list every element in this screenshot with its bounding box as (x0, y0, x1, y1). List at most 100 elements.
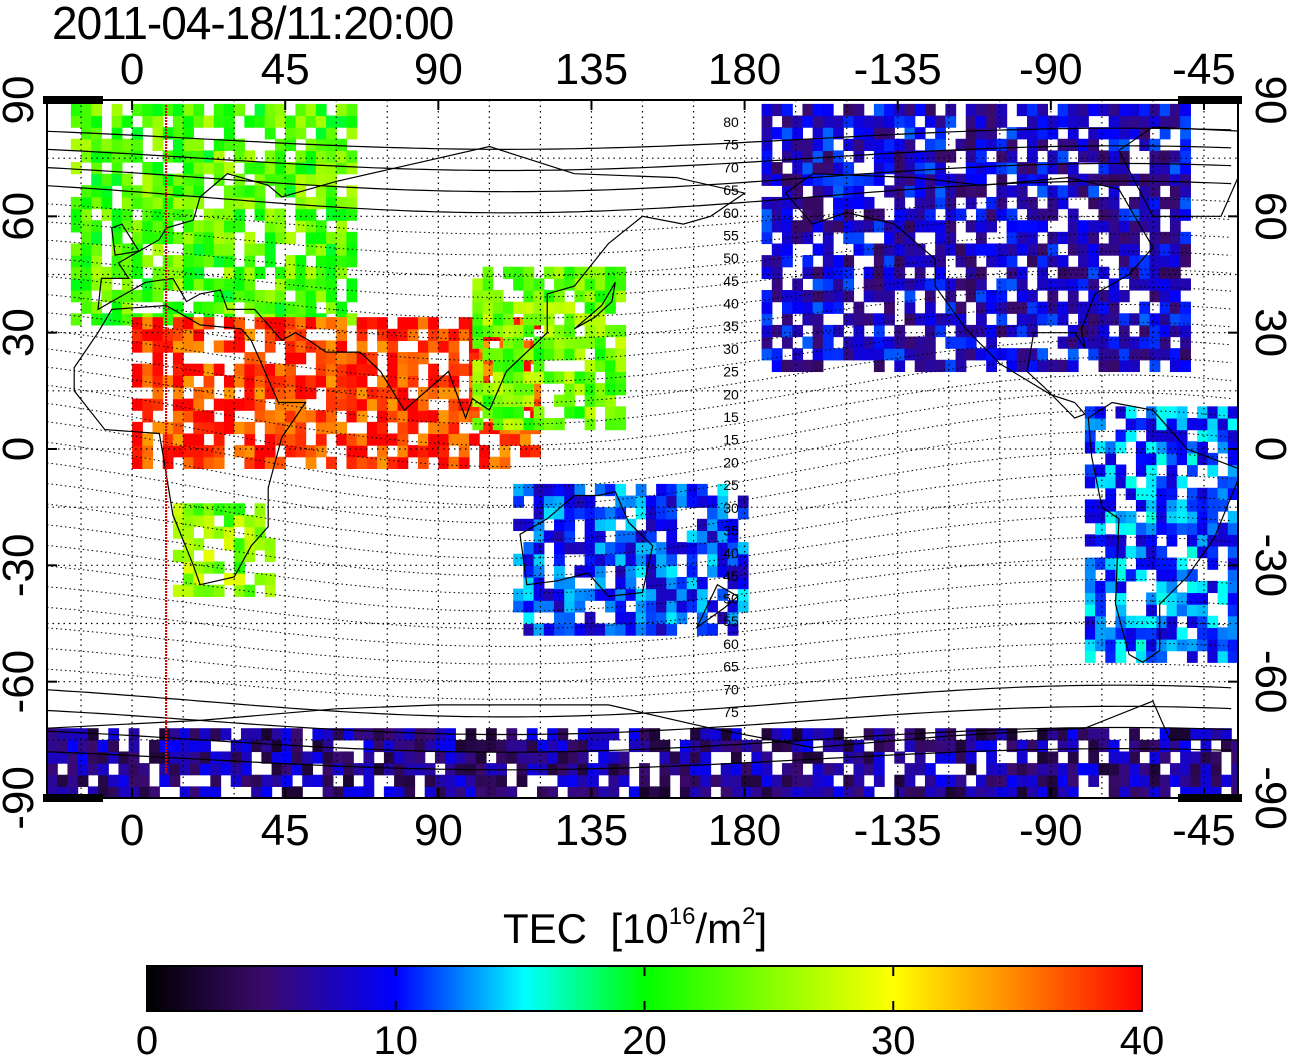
maglat-contour (47, 162, 1232, 193)
maglat-contour (47, 356, 1232, 425)
y-tick-label-right: 60 (1246, 192, 1292, 241)
maglat-label: 75 (723, 137, 739, 153)
maglat-label: 45 (723, 273, 739, 289)
maglat-label: 30 (723, 341, 739, 357)
coastline (519, 491, 654, 598)
maglat-label: 50 (723, 591, 739, 607)
x-tick-label-bottom: -135 (854, 806, 942, 855)
maglat-contour (47, 642, 1232, 683)
maglat-label: 55 (723, 227, 739, 243)
coastline (695, 583, 739, 630)
maglat-contour (47, 215, 1232, 256)
maglat-label: 80 (723, 114, 739, 130)
x-tick-label-bottom: -90 (1019, 806, 1083, 855)
page-title: 2011-04-18/11:20:00 (52, 0, 454, 49)
y-tick-label-left: 0 (0, 437, 43, 461)
tec-region-southern-africa (172, 503, 276, 597)
coastline (73, 304, 307, 586)
maglat-label: 75 (723, 704, 739, 720)
y-tick-label-left: -30 (0, 534, 43, 598)
x-tick-label-bottom: 135 (555, 806, 628, 855)
maglat-contour (47, 180, 1232, 214)
maglat-contour (47, 705, 1232, 736)
x-axis-bottom: 0 45 90 135 180 -135 -90 -45 (43, 788, 1242, 855)
x-tick-label-top: 180 (708, 45, 781, 94)
colorbar-title: TEC [1016/m2] (503, 903, 768, 953)
tec-region-south-america (1084, 406, 1238, 663)
maglat-label: 65 (723, 659, 739, 675)
coastline (47, 700, 1238, 798)
maglat-contour (47, 251, 1232, 298)
maglat-contour (47, 127, 1232, 151)
maglat-label: 40 (723, 296, 739, 312)
y-axis-left: 90 60 30 0 -30 -60 -90 (0, 76, 57, 830)
maglat-label: 25 (723, 477, 739, 493)
tec-regions (47, 103, 1238, 798)
x-tick-label-bottom: 90 (414, 806, 463, 855)
y-tick-label-right: 90 (1246, 76, 1292, 125)
y-tick-label-right: -90 (1246, 766, 1292, 830)
coastline (111, 223, 140, 256)
maglat-label: 20 (723, 386, 739, 402)
x-tick-label-top: 45 (261, 45, 310, 94)
maglat-contour (47, 621, 1232, 665)
maglat-contour (47, 684, 1232, 718)
x-tick-label-bottom: -45 (1172, 806, 1236, 855)
maglat-contour (47, 321, 1232, 383)
maglat-contour (47, 268, 1232, 320)
colorbar-title-quantity: TEC (503, 905, 587, 952)
maglat-contour (47, 726, 1232, 753)
x-tick-label-top: -90 (1019, 45, 1083, 94)
y-tick-label-right: -30 (1246, 534, 1292, 598)
x-tick-label-top: 0 (120, 45, 144, 94)
maglat-label: 35 (723, 522, 739, 538)
tec-region-antarctica (47, 728, 1238, 798)
maglat-label: 30 (723, 500, 739, 516)
maglat-contour (47, 536, 1232, 594)
maglat-label: 15 (723, 432, 739, 448)
maglat-label: 35 (723, 318, 739, 334)
coastline (97, 145, 747, 420)
maglat-label: 65 (723, 182, 739, 198)
maglat-contour (47, 578, 1232, 630)
x-tick-label-top: 135 (555, 45, 628, 94)
maglat-label: 40 (723, 545, 739, 561)
x-tick-label-bottom: 0 (120, 806, 144, 855)
maglat-label: 55 (723, 613, 739, 629)
x-tick-label-top: -135 (854, 45, 942, 94)
y-axis-right: 90 60 30 0 -30 -60 -90 (1228, 76, 1292, 830)
maglat-label: 45 (723, 568, 739, 584)
maglat-contour (47, 304, 1232, 362)
coastlines (47, 126, 1238, 798)
maglat-label: 70 (723, 159, 739, 175)
coastline (1087, 401, 1238, 664)
maglat-label: 15 (723, 409, 739, 425)
tec-region-australia (513, 483, 749, 636)
maglat-label: 20 (723, 454, 739, 470)
colorbar-title-unit: [1016/m2] (610, 903, 768, 952)
maglat-contour (47, 473, 1232, 542)
x-tick-label-bottom: 180 (708, 806, 781, 855)
y-tick-label-left: 90 (0, 76, 43, 125)
maglat-contour (47, 600, 1232, 647)
maglat-contour (47, 233, 1232, 277)
x-tick-label-bottom: 45 (261, 806, 310, 855)
x-tick-label-top: -45 (1172, 45, 1236, 94)
maglat-label: 60 (723, 636, 739, 652)
tec-region-east-asia (472, 266, 627, 431)
y-tick-label-left: 60 (0, 192, 43, 241)
coastline (574, 281, 616, 330)
y-tick-label-right: 0 (1246, 437, 1292, 461)
x-axis-top: 0 45 90 135 180 -135 -90 -45 (43, 45, 1242, 110)
y-tick-label-right: -60 (1246, 650, 1292, 714)
maglat-label: 50 (723, 250, 739, 266)
y-tick-label-left: -60 (0, 650, 43, 714)
magnetic-latitude-labels: 80 75 70 65 60 55 50 45 40 35 30 25 20 15 15 20 25 30 35 40… (723, 114, 739, 720)
maglat-contour (47, 286, 1232, 341)
y-tick-label-left: 30 (0, 308, 43, 357)
y-tick-label-left: -90 (0, 766, 43, 830)
magnetic-latitude-contours (47, 127, 1232, 771)
tec-region-north-america (761, 103, 1191, 373)
maglat-contour (47, 145, 1232, 172)
